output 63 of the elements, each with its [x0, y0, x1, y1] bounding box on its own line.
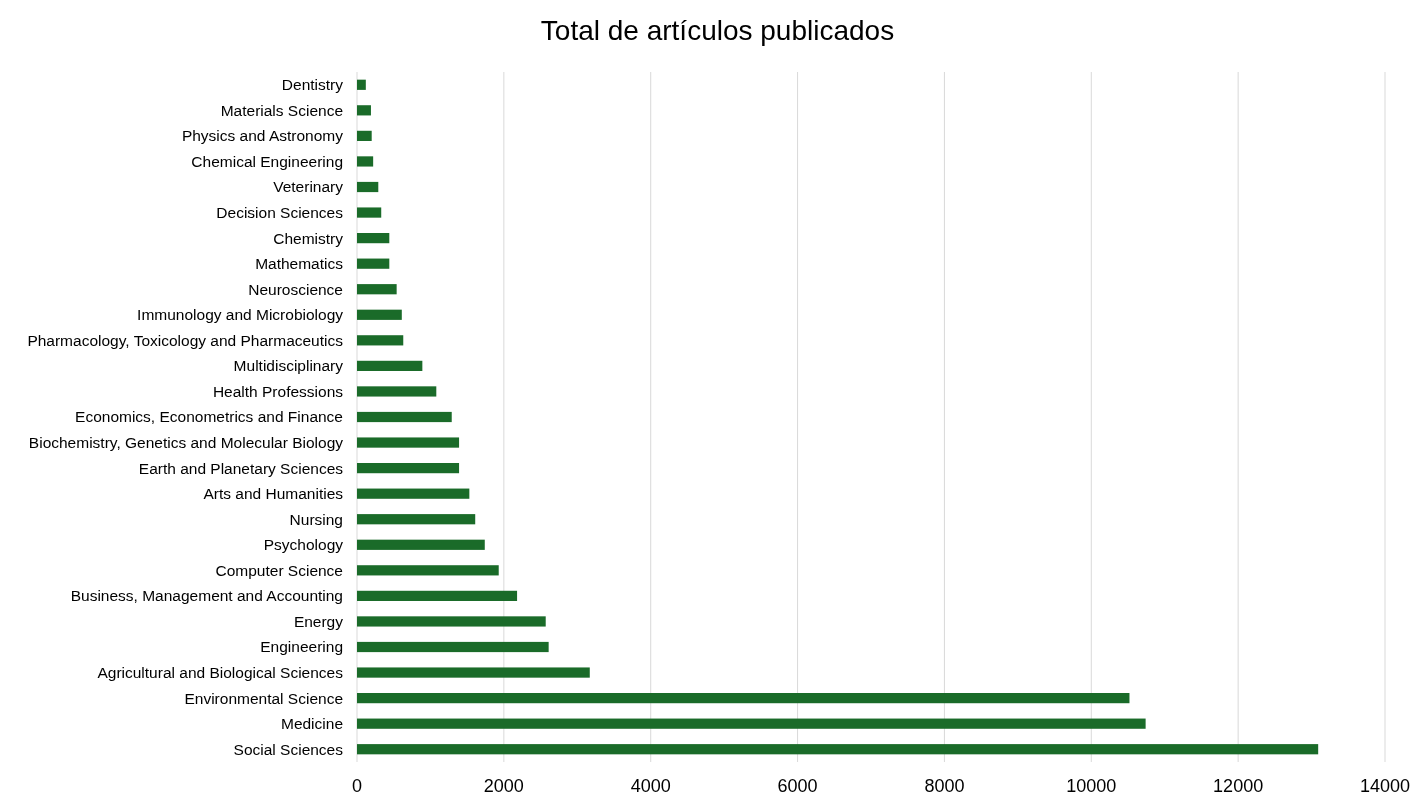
- y-tick-label: Nursing: [289, 510, 343, 528]
- y-tick-label: Business, Management and Accounting: [70, 587, 343, 605]
- bar: [357, 411, 452, 423]
- bar: [357, 309, 402, 320]
- bar: [357, 616, 546, 627]
- bar: [357, 693, 1130, 704]
- bar: [357, 258, 390, 269]
- y-tick-label: Energy: [293, 612, 344, 630]
- x-tick-label: 4000: [630, 776, 671, 796]
- bar: [357, 565, 499, 576]
- bar: [357, 181, 379, 193]
- y-tick-label: Environmental Science: [184, 689, 343, 707]
- bar: [357, 667, 590, 678]
- x-tick-label: 8000: [924, 776, 965, 796]
- y-tick-label: Neuroscience: [248, 280, 343, 298]
- y-tick-label: Multidisciplinary: [233, 357, 344, 375]
- y-tick-label: Materials Science: [220, 101, 343, 119]
- bar: [357, 360, 423, 371]
- y-tick-label: Chemical Engineering: [191, 152, 343, 170]
- x-tick-label: 0: [351, 776, 363, 796]
- bar: [357, 130, 372, 141]
- bar: [357, 514, 476, 525]
- bar: [357, 744, 1319, 755]
- bar: [357, 386, 437, 397]
- y-tick-label: Chemistry: [273, 229, 344, 247]
- y-tick-label: Immunology and Microbiology: [137, 306, 344, 324]
- bar: [357, 284, 397, 295]
- bar: [357, 641, 549, 653]
- bar: [357, 539, 485, 550]
- x-tick-label: 10000: [1066, 776, 1117, 796]
- y-tick-label: Pharmacology, Toxicology and Pharmaceutics: [27, 331, 344, 349]
- bar: [357, 156, 374, 167]
- y-tick-label: Veterinary: [273, 178, 344, 196]
- y-tick-label: Engineering: [260, 638, 343, 656]
- x-tick-label: 2000: [483, 776, 524, 796]
- y-tick-label: Dentistry: [281, 76, 344, 94]
- bar: [357, 105, 371, 116]
- y-tick-label: Biochemistry, Genetics and Molecular Biology: [28, 433, 344, 451]
- y-tick-label: Computer Science: [215, 561, 343, 579]
- y-tick-label: Economics, Econometrics and Finance: [75, 408, 343, 426]
- y-tick-label: Physics and Astronomy: [181, 127, 344, 145]
- chart-title: Total de artículos publicados: [540, 15, 895, 46]
- bar: [357, 79, 366, 90]
- y-tick-label: Social Sciences: [233, 740, 344, 758]
- y-tick-label: Medicine: [280, 715, 343, 733]
- bar: [357, 207, 382, 218]
- bar: [357, 718, 1146, 729]
- bar: [357, 463, 460, 474]
- x-tick-label: 12000: [1213, 776, 1264, 796]
- y-tick-label: Earth and Planetary Sciences: [138, 459, 344, 477]
- bar: [357, 335, 404, 346]
- x-tick-label: 14000: [1359, 776, 1411, 796]
- y-tick-label: Mathematics: [255, 255, 344, 273]
- bar: [357, 233, 390, 244]
- y-tick-label: Psychology: [263, 536, 344, 554]
- bar: [357, 437, 460, 448]
- bar: [357, 488, 470, 499]
- y-tick-label: Health Professions: [212, 382, 344, 400]
- y-tick-label: Agricultural and Biological Sciences: [97, 663, 344, 681]
- y-tick-label: Decision Sciences: [216, 203, 344, 221]
- y-tick-label: Arts and Humanities: [203, 485, 344, 503]
- bar: [357, 590, 518, 601]
- x-tick-label: 6000: [777, 776, 818, 796]
